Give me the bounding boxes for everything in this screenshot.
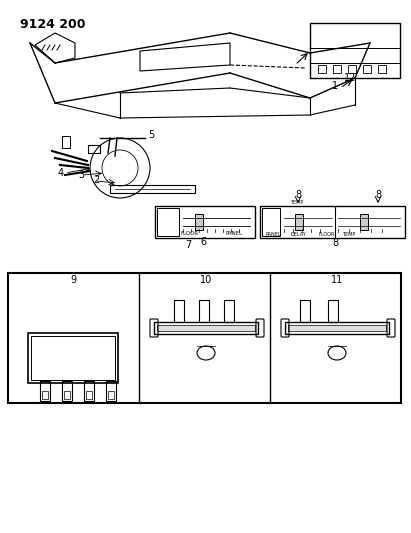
Bar [333,65,341,73]
Text: 9: 9 [70,275,76,285]
Text: 9124 200: 9124 200 [20,18,85,31]
Bar [64,391,70,399]
Bar [62,136,70,148]
Text: 2: 2 [93,175,99,185]
Bar [84,381,94,401]
Bar [31,336,115,380]
Bar [295,214,303,230]
Bar [8,273,401,403]
Bar [360,214,368,230]
Bar [108,391,114,399]
Text: PANEL: PANEL [225,231,242,236]
Text: TEMP: TEMP [290,200,303,205]
Bar [318,65,326,73]
Text: 8: 8 [375,190,381,200]
Bar [62,381,72,401]
Bar [42,391,48,399]
Text: 3: 3 [78,170,84,180]
Text: 6: 6 [200,237,206,247]
Text: 5: 5 [148,130,154,140]
Text: FLOOR: FLOOR [180,231,198,236]
Bar [348,65,356,73]
Text: DELAY: DELAY [290,232,306,237]
Text: 12: 12 [344,73,356,83]
Bar [157,325,255,331]
Bar [155,206,255,238]
Text: 8: 8 [295,190,301,200]
Bar [199,300,209,322]
Bar [174,300,184,322]
Text: 8: 8 [332,238,338,248]
Text: FLOOR: FLOOR [318,232,334,237]
Bar [40,381,50,401]
Text: 10: 10 [200,275,212,285]
Bar [328,300,338,322]
Bar [88,145,100,153]
Bar [262,208,280,236]
Bar [285,322,389,334]
Bar [157,208,179,236]
Bar [154,322,258,334]
Bar [300,300,310,322]
Bar [260,206,405,238]
Bar [195,214,203,230]
Bar [224,300,234,322]
Bar [288,325,386,331]
Bar [363,65,371,73]
Bar [106,381,116,401]
Text: PANEL: PANEL [265,232,281,237]
Bar [378,65,386,73]
Text: TEMP: TEMP [342,232,355,237]
Bar [28,333,118,383]
Bar [86,391,92,399]
Text: 1: 1 [332,81,338,91]
Text: 7: 7 [185,240,191,250]
Text: 11: 11 [331,275,343,285]
Text: 4: 4 [58,168,64,178]
